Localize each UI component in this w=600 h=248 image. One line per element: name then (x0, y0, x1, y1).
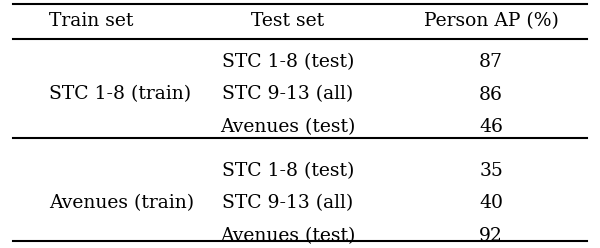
Text: 40: 40 (479, 194, 503, 213)
Text: 92: 92 (479, 227, 503, 245)
Text: 86: 86 (479, 86, 503, 104)
Text: STC 1-8 (test): STC 1-8 (test) (222, 162, 354, 180)
Text: Avenues (test): Avenues (test) (220, 118, 356, 136)
Text: 35: 35 (479, 162, 503, 180)
Text: STC 1-8 (test): STC 1-8 (test) (222, 53, 354, 71)
Text: Test set: Test set (251, 12, 325, 30)
Text: STC 1-8 (train): STC 1-8 (train) (49, 86, 191, 104)
Text: Avenues (train): Avenues (train) (49, 194, 194, 213)
Text: Person AP (%): Person AP (%) (424, 12, 559, 30)
Text: Avenues (test): Avenues (test) (220, 227, 356, 245)
Text: STC 9-13 (all): STC 9-13 (all) (223, 194, 353, 213)
Text: Train set: Train set (49, 12, 134, 30)
Text: 46: 46 (479, 118, 503, 136)
Text: 87: 87 (479, 53, 503, 71)
Text: STC 9-13 (all): STC 9-13 (all) (223, 86, 353, 104)
